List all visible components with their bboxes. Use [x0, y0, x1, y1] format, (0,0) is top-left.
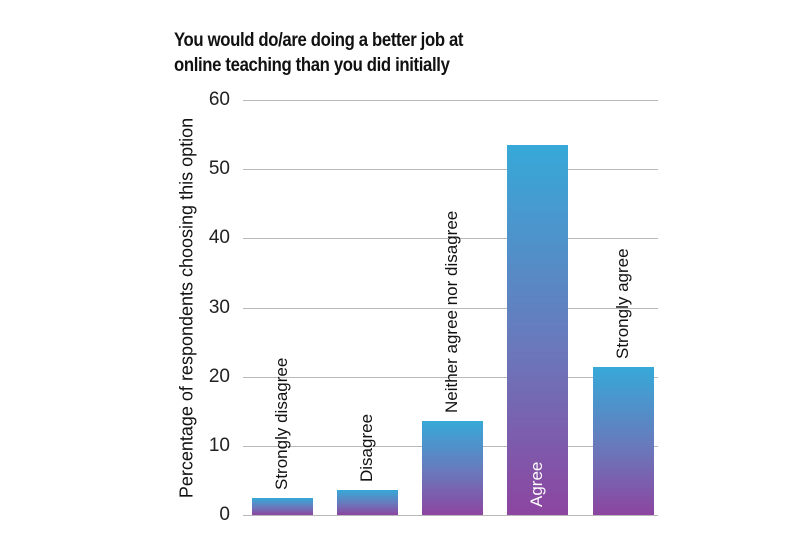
bar-label: Disagree	[356, 414, 376, 483]
plot-area: 0 10 20 30 40 50 60 Strongly disagree Disagree Ne…	[209, 89, 658, 525]
bar-strongly-disagree	[252, 497, 313, 515]
bar-neither-agree-nor-disagree	[422, 420, 483, 515]
y-tick-label: 10	[208, 434, 230, 456]
gridline	[243, 515, 658, 516]
chart-title: You would do/are doing a better job at o…	[174, 28, 579, 78]
y-tick-label: 40	[208, 227, 230, 249]
bar-label: Agree	[526, 461, 546, 507]
gridline	[243, 376, 658, 378]
gridline	[243, 307, 658, 309]
title-line-2: online teaching than you did initially	[174, 55, 450, 76]
y-tick-label: 0	[219, 504, 230, 525]
bar-label: Neither agree nor disagree	[441, 210, 461, 413]
y-tick-label: 60	[208, 89, 230, 110]
title-line-1: You would do/are doing a better job at	[174, 30, 464, 51]
bar-disagree	[337, 490, 398, 515]
y-tick-label: 50	[208, 158, 230, 180]
gridline	[243, 238, 658, 240]
bar-label: Strongly agree	[612, 248, 632, 359]
bar-agree	[507, 144, 568, 515]
y-tick-label: 20	[208, 365, 230, 387]
bar-label: Strongly disagree	[271, 357, 291, 490]
y-tick-label: 30	[208, 296, 230, 318]
bar-strongly-agree	[593, 366, 654, 515]
gridline	[243, 100, 658, 101]
gridline	[243, 169, 658, 171]
